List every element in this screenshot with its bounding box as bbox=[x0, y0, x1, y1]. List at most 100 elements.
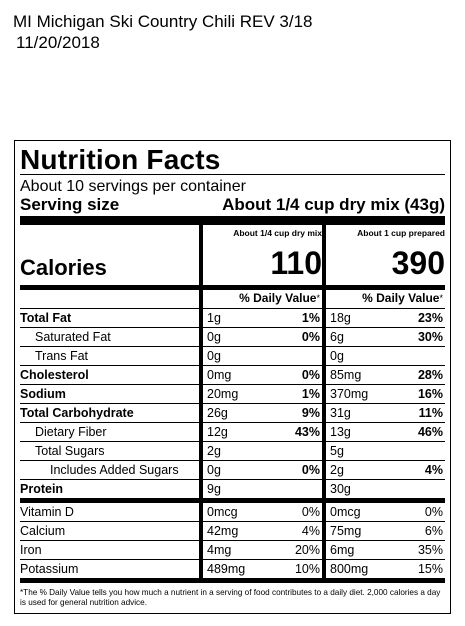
prepared-amount: 31g bbox=[330, 406, 351, 420]
dry-value-cell: 1g 1% bbox=[199, 309, 322, 327]
dry-value-cell: 0mg 0% bbox=[199, 366, 322, 384]
dry-value-cell: 0g bbox=[199, 347, 322, 365]
nutrient-row: Protein 9g 30g bbox=[20, 479, 445, 498]
prepared-amount: 2g bbox=[330, 463, 344, 477]
prepared-percent: 23% bbox=[417, 311, 443, 325]
nutrient-row: Total Carbohydrate 26g 9% 31g 11% bbox=[20, 403, 445, 422]
nutrient-name: Protein bbox=[20, 482, 64, 496]
nutrient-name: Cholesterol bbox=[20, 368, 89, 382]
dry-amount: 1g bbox=[207, 311, 221, 325]
nutrient-name: Includes Added Sugars bbox=[50, 463, 179, 477]
dry-value-cell: 0g 0% bbox=[199, 461, 322, 479]
prepared-value-cell: 0mcg 0% bbox=[322, 503, 445, 521]
nutrient-row: Total Sugars 2g 5g bbox=[20, 441, 445, 460]
calories-col-prepared: About 1 cup prepared 390 bbox=[322, 225, 445, 285]
servings-per-container: About 10 servings per container bbox=[20, 178, 246, 195]
prepared-amount: 75mg bbox=[330, 524, 362, 538]
document-header: MI Michigan Ski Country Chili REV 3/18 1… bbox=[13, 11, 313, 53]
dry-percent: 43% bbox=[294, 425, 320, 439]
prepared-percent: 6% bbox=[424, 524, 443, 538]
nutrient-name: Saturated Fat bbox=[35, 330, 111, 344]
nutrient-name: Total Sugars bbox=[35, 444, 105, 458]
calories-section: Calories About 1/4 cup dry mix 110 About… bbox=[20, 225, 445, 285]
vitamin-rows: Vitamin D 0mcg 0% 0mcg 0% Calcium 42mg 4% 75mg 6%… bbox=[20, 503, 445, 578]
prepared-amount: 18g bbox=[330, 311, 351, 325]
nutrient-name: Iron bbox=[20, 543, 42, 557]
nutrient-name: Potassium bbox=[20, 562, 79, 576]
dry-amount: 9g bbox=[207, 482, 221, 496]
prepared-value-cell: 0g bbox=[322, 347, 445, 365]
nutrient-name: Sodium bbox=[20, 387, 66, 401]
dry-value-cell: 0g 0% bbox=[199, 328, 322, 346]
nutrient-name: Total Carbohydrate bbox=[20, 406, 134, 420]
nutrient-row: Dietary Fiber 12g 43% 13g 46% bbox=[20, 422, 445, 441]
prepared-value-cell: 5g bbox=[322, 442, 445, 460]
prepared-percent: 11% bbox=[418, 406, 443, 420]
dry-amount: 0mg bbox=[207, 368, 232, 382]
prepared-amount: 800mg bbox=[330, 562, 369, 576]
prepared-amount: 6g bbox=[330, 330, 344, 344]
vitamin-divider bbox=[20, 498, 445, 503]
serving-size-row: Serving size About 1/4 cup dry mix (43g) bbox=[20, 195, 445, 214]
prepared-value-cell: 800mg 15% bbox=[322, 560, 445, 578]
dry-amount: 0mcg bbox=[207, 505, 238, 519]
dry-value-cell: 2g bbox=[199, 442, 322, 460]
nutrient-rows: Total Fat 1g 1% 18g 23% Saturated Fat 0g 0% 6g 30… bbox=[20, 308, 445, 498]
dry-value-cell: 9g bbox=[199, 480, 322, 498]
nutrient-row: Cholesterol 0mg 0% 85mg 28% bbox=[20, 365, 445, 384]
daily-value-header-row: % Daily Value* % Daily Value* bbox=[20, 290, 445, 308]
prepared-percent: 16% bbox=[417, 387, 443, 401]
nutrition-facts-panel: Nutrition Facts About 10 servings per co… bbox=[14, 140, 451, 614]
dry-percent: 0% bbox=[301, 463, 320, 477]
dry-percent: 0% bbox=[301, 368, 320, 382]
nutrient-row: Includes Added Sugars 0g 0% 2g 4% bbox=[20, 460, 445, 479]
dry-value-cell: 4mg 20% bbox=[199, 541, 322, 559]
prepared-percent: 46% bbox=[417, 425, 443, 439]
prepared-percent: 35% bbox=[417, 543, 443, 557]
dv-header-text: % Daily Value bbox=[239, 291, 317, 305]
prepared-value-cell: 13g 46% bbox=[322, 423, 445, 441]
dry-percent: 1% bbox=[301, 311, 320, 325]
nutrient-name: Dietary Fiber bbox=[35, 425, 107, 439]
prepared-value-cell: 30g bbox=[322, 480, 445, 498]
footnote-divider bbox=[20, 578, 445, 583]
nutrient-name: Trans Fat bbox=[35, 349, 89, 363]
dry-amount: 489mg bbox=[207, 562, 246, 576]
nutrient-row: Total Fat 1g 1% 18g 23% bbox=[20, 308, 445, 327]
prepared-amount: 30g bbox=[330, 482, 351, 496]
calories-label: Calories bbox=[20, 255, 107, 280]
prepared-value-cell: 6mg 35% bbox=[322, 541, 445, 559]
dry-percent: 9% bbox=[301, 406, 320, 420]
prepared-amount: 5g bbox=[330, 444, 344, 458]
nutrient-row: Saturated Fat 0g 0% 6g 30% bbox=[20, 327, 445, 346]
dry-value-cell: 26g 9% bbox=[199, 404, 322, 422]
prepared-value-cell: 370mg 16% bbox=[322, 385, 445, 403]
nutrient-row: Potassium 489mg 10% 800mg 15% bbox=[20, 559, 445, 578]
prepared-percent: 30% bbox=[417, 330, 443, 344]
dry-percent: 4% bbox=[301, 524, 320, 538]
nutrient-row: Calcium 42mg 4% 75mg 6% bbox=[20, 521, 445, 540]
document-date: 11/20/2018 bbox=[16, 33, 100, 52]
dv-asterisk: * bbox=[439, 293, 443, 303]
prepared-value-cell: 85mg 28% bbox=[322, 366, 445, 384]
prepared-amount: 6mg bbox=[330, 543, 355, 557]
dry-amount: 0g bbox=[207, 330, 221, 344]
prepared-percent: 28% bbox=[417, 368, 443, 382]
col-prepared-header: About 1 cup prepared bbox=[357, 228, 445, 238]
prepared-percent: 0% bbox=[424, 505, 443, 519]
dry-value-cell: 12g 43% bbox=[199, 423, 322, 441]
dry-value-cell: 0mcg 0% bbox=[199, 503, 322, 521]
prepared-amount: 0mcg bbox=[330, 505, 361, 519]
nutrient-name: Vitamin D bbox=[20, 505, 74, 519]
prepared-amount: 0g bbox=[330, 349, 344, 363]
serving-size-label: Serving size bbox=[20, 195, 120, 214]
document-title: MI Michigan Ski Country Chili REV 3/18 bbox=[13, 12, 313, 31]
nutrient-row: Trans Fat 0g 0g bbox=[20, 346, 445, 365]
col-prepared-calories: 390 bbox=[391, 245, 445, 281]
dry-percent: 0% bbox=[301, 505, 320, 519]
nutrient-row: Iron 4mg 20% 6mg 35% bbox=[20, 540, 445, 559]
dv-header-dry: % Daily Value* bbox=[199, 290, 322, 308]
dry-value-cell: 489mg 10% bbox=[199, 560, 322, 578]
prepared-amount: 370mg bbox=[330, 387, 369, 401]
dv-header-text: % Daily Value bbox=[362, 291, 440, 305]
